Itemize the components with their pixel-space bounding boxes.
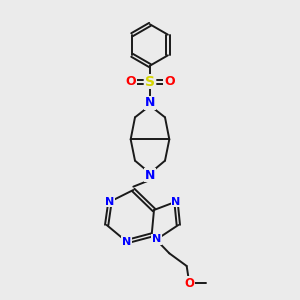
Text: N: N xyxy=(105,197,115,207)
Text: N: N xyxy=(122,237,131,247)
Text: N: N xyxy=(145,96,155,109)
Text: N: N xyxy=(145,169,155,182)
Text: O: O xyxy=(164,75,175,88)
Text: N: N xyxy=(171,197,181,207)
Text: O: O xyxy=(184,277,194,290)
Text: O: O xyxy=(125,75,136,88)
Text: S: S xyxy=(145,75,155,89)
Text: N: N xyxy=(152,234,161,244)
